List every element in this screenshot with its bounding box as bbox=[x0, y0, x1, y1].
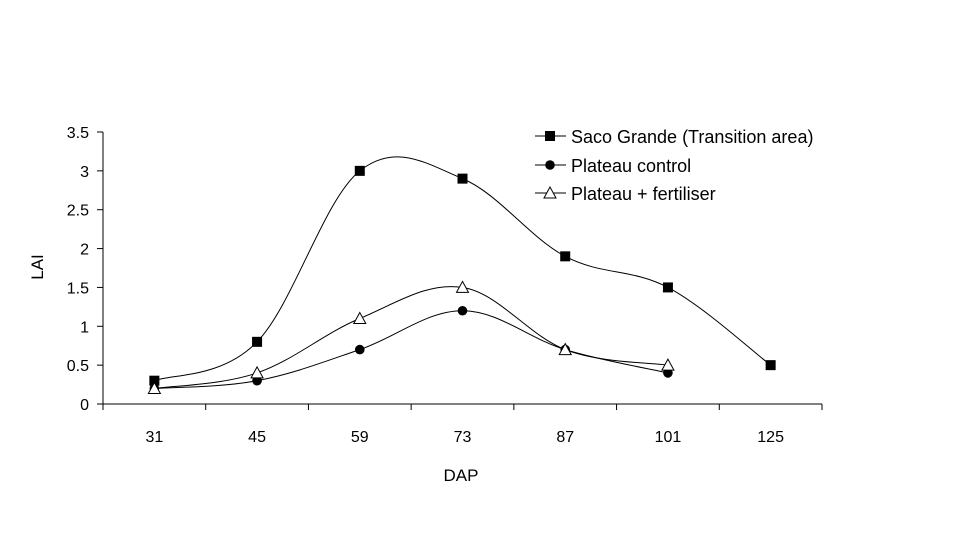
data-point-0-4 bbox=[560, 251, 571, 262]
legend: Saco Grande (Transition area) Plateau co… bbox=[535, 127, 813, 204]
data-point-2-2 bbox=[352, 311, 367, 325]
legend-marker-0 bbox=[545, 131, 555, 141]
x-tick-label: 59 bbox=[351, 429, 369, 446]
legend-label-1: Plateau control bbox=[571, 156, 691, 176]
data-point-2-3 bbox=[455, 280, 470, 293]
legend-entry-1: Plateau control bbox=[535, 156, 691, 176]
y-tick-label: 0 bbox=[80, 397, 89, 414]
data-point-1-3 bbox=[457, 305, 468, 316]
y-tick-labels: 0 0.5 1 1.5 2 2.5 3 3.5 bbox=[67, 125, 89, 414]
x-tick-label: 87 bbox=[556, 429, 574, 446]
series-line-1 bbox=[154, 310, 669, 389]
data-point-2-1 bbox=[250, 365, 264, 379]
y-tick-label: 3.5 bbox=[67, 125, 89, 142]
y-axis-label: LAI bbox=[28, 254, 47, 280]
y-tick-label: 2 bbox=[80, 242, 89, 259]
data-point-1-2 bbox=[354, 344, 365, 355]
legend-marker-1 bbox=[545, 160, 555, 170]
chart-axes bbox=[97, 131, 823, 410]
data-point-2-0 bbox=[147, 381, 162, 394]
x-tick-label: 73 bbox=[454, 429, 472, 446]
legend-entry-2: Plateau + fertiliser bbox=[535, 184, 716, 204]
legend-label-2: Plateau + fertiliser bbox=[571, 184, 716, 204]
data-point-2-5 bbox=[661, 358, 675, 371]
series-0 bbox=[149, 156, 776, 386]
x-tick-labels: 31 45 59 73 87 101 125 bbox=[145, 429, 784, 446]
data-point-0-0 bbox=[149, 375, 160, 386]
legend-marker-2 bbox=[543, 185, 557, 199]
x-tick-label: 101 bbox=[655, 429, 682, 446]
series-2 bbox=[147, 280, 675, 394]
legend-entry-0: Saco Grande (Transition area) bbox=[535, 127, 813, 147]
data-point-0-3 bbox=[457, 173, 468, 184]
series-line-2 bbox=[154, 286, 669, 389]
y-tick-label: 2.5 bbox=[67, 203, 89, 220]
x-axis-label: DAP bbox=[444, 466, 479, 485]
y-tick-label: 3 bbox=[80, 164, 89, 181]
y-tick-label: 0.5 bbox=[67, 358, 89, 375]
series-layer bbox=[147, 156, 776, 394]
data-point-0-1 bbox=[252, 336, 263, 347]
legend-label-0: Saco Grande (Transition area) bbox=[571, 127, 813, 147]
x-tick-label: 31 bbox=[145, 429, 163, 446]
y-tick-label: 1.5 bbox=[67, 280, 89, 297]
y-tick-label: 1 bbox=[80, 319, 89, 336]
data-point-0-6 bbox=[765, 360, 776, 371]
data-point-2-4 bbox=[558, 342, 573, 356]
x-tick-label: 45 bbox=[248, 429, 266, 446]
data-point-0-2 bbox=[354, 165, 365, 176]
data-point-0-5 bbox=[662, 282, 673, 293]
x-tick-label: 125 bbox=[757, 429, 784, 446]
